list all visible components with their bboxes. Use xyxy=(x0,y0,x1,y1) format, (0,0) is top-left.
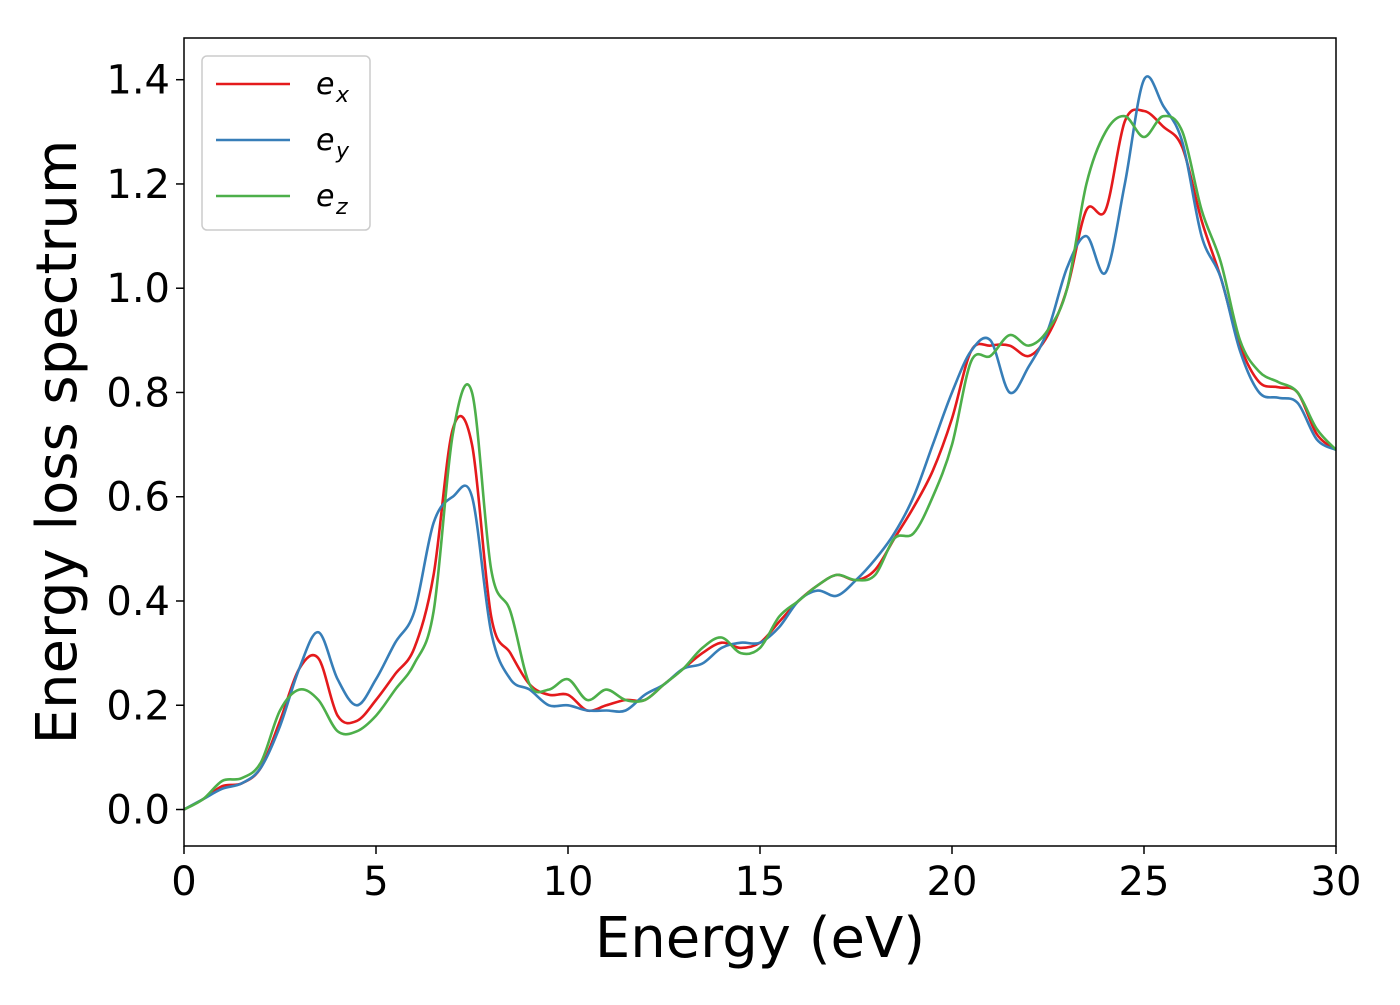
x-tick-label: 0 xyxy=(171,859,196,905)
x-tick-label: 30 xyxy=(1311,859,1362,905)
legend-label-ez: e xyxy=(316,179,334,214)
legend-box xyxy=(201,55,371,231)
y-tick-label: 0.0 xyxy=(106,788,170,834)
legend-subscript-ex: x xyxy=(335,83,350,108)
legend-label-ex: e xyxy=(316,67,334,102)
legend-subscript-ey: y xyxy=(335,139,350,164)
y-tick-label: 0.4 xyxy=(106,579,170,625)
series-line-ey xyxy=(184,75,1336,811)
y-tick-label: 0.8 xyxy=(106,370,170,416)
x-tick-label: 15 xyxy=(735,859,786,905)
y-tick-label: 1.2 xyxy=(106,162,170,208)
x-tick-label: 10 xyxy=(543,859,594,905)
x-tick-label: 5 xyxy=(363,859,388,905)
x-axis-title: Energy (eV) xyxy=(595,906,925,971)
legend-label-ey: e xyxy=(316,123,334,158)
y-tick-label: 0.2 xyxy=(106,683,170,729)
y-tick-label: 1.0 xyxy=(106,266,170,312)
x-axis-ticks: 0 5 10 15 20 25 30 xyxy=(171,846,1361,905)
y-axis-title: Energy loss spectrum xyxy=(25,140,90,745)
legend: e xe ye z xyxy=(201,55,371,231)
series-line-ez xyxy=(184,114,1336,811)
series-layer xyxy=(184,75,1336,811)
x-tick-label: 25 xyxy=(1119,859,1170,905)
y-axis-ticks: 0.0 0.2 0.4 0.6 0.8 1.0 1.2 1.4 xyxy=(106,58,184,834)
x-tick-label: 20 xyxy=(927,859,978,905)
y-tick-label: 0.6 xyxy=(106,475,170,521)
y-tick-label: 1.4 xyxy=(106,58,170,104)
legend-subscript-ez: z xyxy=(335,195,348,220)
